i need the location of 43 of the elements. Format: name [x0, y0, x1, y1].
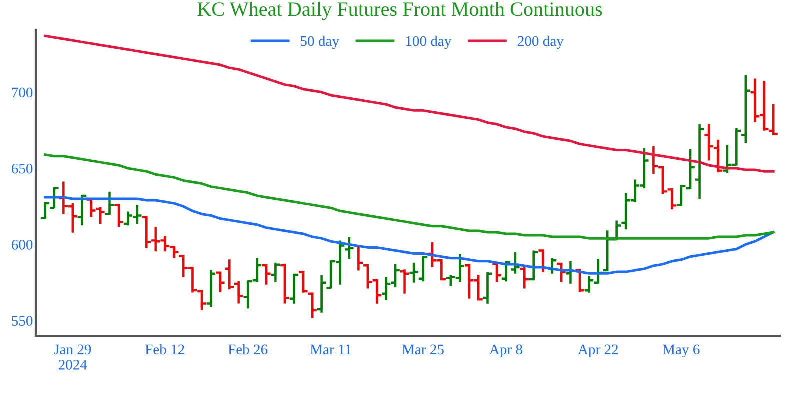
candlestick: [576, 268, 584, 294]
candlestick: [704, 123, 714, 162]
legend-label: 50 day: [301, 36, 340, 50]
candlestick: [548, 257, 557, 275]
candlestick: [234, 280, 244, 305]
x-tick-label: Jan 29 2024: [54, 344, 92, 370]
line-series: [44, 196, 775, 275]
candlestick: [225, 258, 234, 291]
candlestick: [114, 202, 124, 228]
x-tick-label: Apr 8: [490, 344, 522, 358]
y-tick-label: 650: [12, 164, 33, 174]
candlestick: [400, 268, 410, 295]
x-tick-label: Apr 22: [578, 344, 618, 358]
candlestick: [271, 262, 280, 284]
candlestick: [206, 269, 216, 308]
line-series: [44, 154, 775, 240]
x-tick-label: Mar 25: [402, 344, 444, 355]
candlestick: [345, 236, 354, 260]
candlestick: [695, 123, 704, 200]
x-tick-label: May 6: [662, 344, 700, 358]
chart-title: KC Wheat Daily Futures Front Month Continuous: [198, 2, 602, 20]
candlestick: [410, 262, 418, 284]
x-tick-label: Feb 26: [228, 344, 268, 355]
x-tick-label: Feb 12: [145, 344, 184, 355]
candlestick: [483, 271, 492, 305]
legend-label: 100 day: [406, 36, 452, 50]
candlestick: [566, 260, 576, 286]
candlestick: [557, 262, 566, 284]
y-tick-label: 700: [12, 88, 33, 98]
x-tick-label: Mar 11: [310, 344, 352, 355]
y-tick-label: 600: [12, 240, 33, 250]
candlestick: [492, 261, 502, 284]
legend-label: 200 day: [518, 36, 564, 50]
candlestick: [714, 138, 723, 174]
line-series: [44, 34, 775, 173]
candlestick: [584, 275, 594, 294]
candlestick: [742, 74, 750, 144]
candlestick: [317, 274, 326, 314]
candlestick: [511, 251, 520, 275]
candlestick: [594, 258, 603, 286]
candlestick: [280, 262, 290, 305]
y-tick-label: 550: [12, 316, 33, 326]
candlestick: [520, 266, 529, 290]
